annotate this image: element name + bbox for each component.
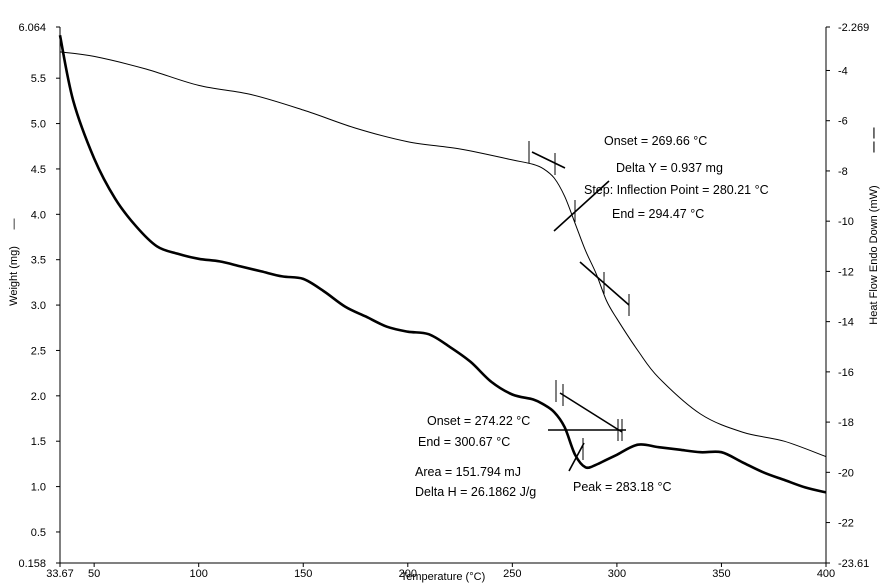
x-tick-label: 150: [294, 568, 312, 580]
right-y-tick-label: -20: [838, 467, 854, 479]
weight-tangent-before: [531, 151, 566, 169]
left-y-tick-label: 1.5: [31, 436, 46, 448]
left-y-axis-label: Weight (mg): [8, 246, 20, 306]
right-y-tick-label: -23.61: [838, 558, 869, 570]
right-y-tick-label: -10: [838, 216, 854, 228]
x-tick-label: 300: [608, 568, 626, 580]
right-y-tick-label: -16: [838, 367, 854, 379]
weight-inflection-tangent: [553, 180, 610, 232]
left-y-tick-label: 0.5: [31, 527, 46, 539]
annotation-heat-onset: Onset = 274.22 °C: [427, 414, 530, 428]
right-y-tick-label: -8: [838, 166, 848, 178]
right-y-axis-label: Heat Flow Endo Down (mW): [868, 185, 880, 324]
x-ticks: 33.67 50 100 150 200 250 300 350 400: [46, 563, 835, 580]
right-y-tick-label: -6: [838, 116, 848, 128]
left-y-tick-label: 6.064: [18, 22, 46, 34]
annotation-heat-end: End = 300.67 °C: [418, 435, 510, 449]
left-y-tick-label: 4.0: [31, 209, 46, 221]
right-y-tick-label: -12: [838, 266, 854, 278]
left-y-tick-label: 0.158: [18, 558, 46, 570]
right-y-tick-label: -18: [838, 417, 854, 429]
heat-flow-curve: [58, 35, 827, 494]
right-y-tick-label: -22: [838, 518, 854, 530]
annotation-weight-end: End = 294.47 °C: [612, 207, 704, 221]
x-tick-label: 33.67: [46, 568, 74, 580]
x-axis-label: Temperature (°C): [401, 571, 485, 583]
annotation-heat-delta-h: Delta H = 26.1862 J/g: [415, 485, 536, 499]
left-y-tick-label: 5.0: [31, 119, 46, 131]
right-y-tick-label: -4: [838, 65, 848, 77]
annotation-heat-area: Area = 151.794 mJ: [415, 465, 521, 479]
x-tick-label: 200: [399, 568, 417, 580]
left-y-tick-label: 3.5: [31, 255, 46, 267]
left-y-tick-label: 2.5: [31, 345, 46, 357]
right-y-tick-label: -14: [838, 317, 854, 329]
x-tick-label: 250: [503, 568, 521, 580]
analysis-marks: [528, 141, 630, 472]
weight-curve: [59, 51, 827, 458]
x-tick-label: 100: [190, 568, 208, 580]
right-y-tick-label: -2.269: [838, 22, 869, 34]
heat-onset-tangent: [559, 392, 623, 433]
annotation-weight-inflection: Step: Inflection Point = 280.21 °C: [584, 183, 769, 197]
left-y-tick-label: 1.0: [31, 482, 46, 494]
left-y-tick-label: 2.0: [31, 391, 46, 403]
left-y-tick-label: 3.0: [31, 300, 46, 312]
left-y-tick-label: 4.5: [31, 164, 46, 176]
x-tick-label: 400: [817, 568, 835, 580]
right-y-legend-mark: — —: [868, 127, 880, 152]
annotation-weight-onset: Onset = 269.66 °C: [604, 134, 707, 148]
x-tick-label: 350: [712, 568, 730, 580]
left-y-legend-mark: —: [8, 219, 20, 230]
axes: [59, 27, 827, 564]
annotation-weight-delta: Delta Y = 0.937 mg: [616, 161, 723, 175]
annotations: Onset = 269.66 °C Delta Y = 0.937 mg Ste…: [415, 134, 769, 499]
right-y-ticks: -2.269 -4 -6 -8 -10 -12 -14 -16 -18 -20 -22 -23.61: [826, 22, 869, 570]
heat-peak-line: [568, 442, 585, 472]
annotation-heat-peak: Peak = 283.18 °C: [573, 480, 671, 494]
left-y-tick-label: 5.5: [31, 73, 46, 85]
x-tick-label: 50: [88, 568, 100, 580]
left-y-ticks: 6.064 5.5 5.0 4.5 4.0 3.5 3.0 2.5 2.0 1.5 1.0 0.5 0.…: [18, 22, 60, 570]
